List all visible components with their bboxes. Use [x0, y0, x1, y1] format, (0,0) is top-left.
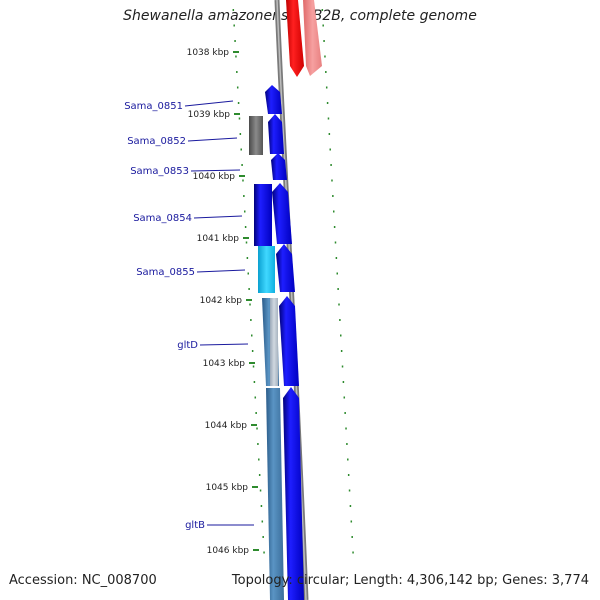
cds-arrow: [268, 114, 284, 154]
tick-label: 1038 kbp: [187, 48, 230, 58]
gene-label-line: [190, 169, 241, 172]
tick-label: 1039 kbp: [188, 110, 231, 120]
cds-arrow: [279, 296, 299, 386]
gene-label: Sama_0852: [127, 136, 186, 147]
gray-feature: [249, 116, 263, 155]
cds-arrow: [265, 85, 282, 114]
tick-label: 1042 kbp: [200, 296, 243, 306]
cyan-feature: [258, 246, 275, 293]
gene-labels: Sama_0851 Sama_0852 Sama_0853 Sama_0854 Sama…: [124, 100, 254, 531]
gene-label-line: [193, 215, 243, 219]
reverse-cds: [254, 184, 272, 246]
tick-label: 1043 kbp: [203, 359, 246, 369]
tick-label: 1040 kbp: [193, 172, 236, 182]
topology-text: Topology: circular; Length: 4,306,142 bp…: [231, 573, 589, 588]
gene-label: gltD: [177, 340, 198, 351]
cds-arrow: [276, 244, 295, 292]
tick-label: 1045 kbp: [206, 483, 249, 493]
accession-text: Accession: NC_008700: [9, 573, 157, 588]
tick-label: 1046 kbp: [207, 546, 250, 556]
reverse-cds: [266, 388, 284, 600]
cds-arrow: [283, 387, 304, 600]
red-feature: [286, 0, 304, 77]
gene-label: Sama_0853: [130, 166, 189, 177]
cds-arrow: [271, 153, 287, 180]
gene-label: gltB: [185, 520, 205, 531]
gene-label-line: [196, 269, 246, 273]
light-feature: [270, 298, 278, 386]
tick-label: 1044 kbp: [205, 421, 248, 431]
gene-label-line: [187, 137, 238, 142]
cds-arrow: [272, 183, 292, 244]
tick-label: 1041 kbp: [197, 234, 240, 244]
gene-label: Sama_0854: [133, 213, 192, 224]
gene-label-line: [184, 100, 234, 107]
tick-marks: 1038 kbp 1039 kbp 1040 kbp 1041 kbp 1042 kbp…: [187, 9, 354, 556]
gene-label-line: [199, 343, 249, 346]
map-title: Shewanella amazonensis SB2B, complete ge…: [123, 8, 477, 24]
pink-feature: [303, 0, 322, 76]
gene-label: Sama_0855: [136, 267, 195, 278]
gene-label: Sama_0851: [124, 101, 183, 112]
